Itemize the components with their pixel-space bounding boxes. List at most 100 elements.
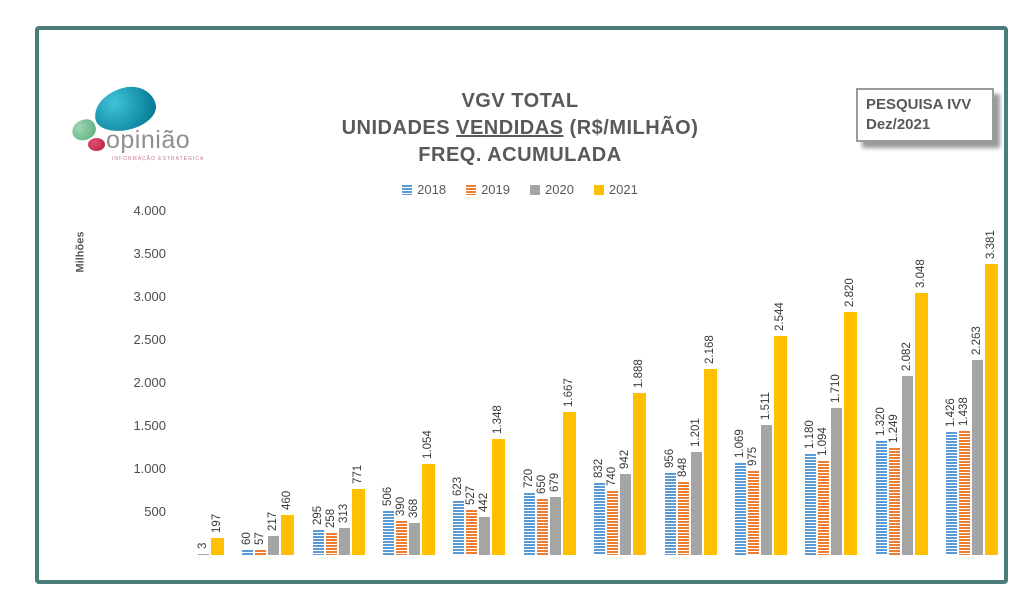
logo-wordmark: opinião: [106, 126, 191, 154]
bar-2019: [255, 550, 267, 555]
bar-slot-2020: 3: [197, 211, 209, 555]
bar-2018: [242, 550, 254, 555]
bar-slot-2020: 2.263: [970, 211, 983, 555]
legend-swatch-2020-icon: [530, 184, 540, 195]
bar-slot-2021: 1.667: [562, 211, 576, 555]
bar-slot-2019: 1.249: [887, 211, 900, 555]
bar-2020: [901, 376, 913, 555]
bar-slot-2019: 390: [395, 211, 408, 555]
bar-group: 295 258 313 771: [312, 211, 365, 555]
bar-2020: [409, 523, 421, 555]
bar-value-label: 975: [746, 446, 759, 466]
bar-value-label: 720: [522, 468, 535, 488]
bar-slot-2021: 3.381: [984, 211, 998, 555]
bar-slot-2018: 506: [382, 211, 395, 555]
bar-value-label: 1.438: [957, 397, 970, 426]
y-tick-label: 1.000: [133, 461, 166, 476]
bar-slot-2018: 956: [663, 211, 676, 555]
bar-slot-2021: 1.054: [422, 211, 436, 555]
bar-slot-2018: 623: [452, 211, 465, 555]
bar-value-label: 1.888: [633, 359, 646, 388]
bar-2019: [607, 491, 619, 555]
bar-value-label: 1.710: [830, 374, 843, 403]
bar-value-label: 3.048: [914, 259, 927, 288]
legend-label-2019: 2019: [481, 182, 510, 197]
bar-value-label: 3: [197, 542, 209, 549]
bar-slot-2021: 2.544: [773, 211, 787, 555]
bar-2021: [633, 393, 647, 555]
bar-slot-2021: 771: [351, 211, 365, 555]
chart-title-line2: UNIDADES VENDIDAS (R$/MILHÃO): [341, 117, 699, 139]
bar-slot-2019: 975: [746, 211, 759, 555]
bar-value-label: 2.168: [703, 335, 716, 364]
bar-2019: [888, 448, 900, 555]
bar-2018: [523, 493, 535, 555]
bar-slot-2021: 2.820: [844, 211, 858, 555]
bar-value-label: 1.094: [817, 427, 830, 456]
bar-2021: [914, 293, 928, 555]
y-tick-label: 3.000: [133, 289, 166, 304]
bar-2018: [875, 441, 887, 555]
bar-slot-2020: 313: [338, 211, 350, 555]
bar-group: 1.180 1.094 1.710 2.820: [804, 211, 858, 555]
bar-slot-2019: [185, 211, 196, 555]
bar-slot-2019: 650: [536, 211, 548, 555]
bar-2021: [422, 464, 436, 555]
bar-value-label: 442: [478, 492, 491, 512]
bar-slot-2021: 460: [281, 211, 295, 555]
bar-value-label: 1.320: [874, 407, 887, 436]
bar-plot-area: 3 197 60 57 217 460 295 258 313 771 506 390 368 1.054…: [172, 211, 998, 555]
bar-group: 1.426 1.438 2.263 3.381: [945, 211, 998, 555]
bar-slot-2020: 942: [619, 211, 632, 555]
bar-2020: [198, 554, 209, 555]
legend-item-2018: 2018: [402, 182, 446, 197]
bar-slot-2019: 1.438: [957, 211, 970, 555]
bar-value-label: 1.069: [733, 429, 746, 458]
bar-slot-2018: 832: [593, 211, 606, 555]
chart-title-underlined-word: VENDIDAS: [456, 117, 564, 139]
chart-title: VGV TOTAL UNIDADES VENDIDAS (R$/MILHÃO) …: [240, 88, 800, 169]
bar-group: 832 740 942 1.888: [593, 211, 647, 555]
bar-value-label: 1.249: [887, 414, 900, 443]
bar-slot-2020: 217: [267, 211, 280, 555]
bar-group: 1.320 1.249 2.082 3.048: [874, 211, 928, 555]
legend-item-2019: 2019: [466, 182, 510, 197]
bar-2021: [773, 336, 787, 555]
bar-2019: [747, 471, 759, 555]
y-tick-label: 500: [144, 504, 166, 519]
bar-value-label: 740: [606, 466, 619, 486]
bar-2019: [396, 521, 408, 555]
bar-slot-2018: 1.069: [733, 211, 746, 555]
bar-slot-2020: 368: [408, 211, 421, 555]
bar-value-label: 1.348: [492, 405, 505, 434]
bar-value-label: 3.381: [984, 230, 997, 259]
bar-slot-2021: 1.348: [492, 211, 506, 555]
bar-slot-2021: 3.048: [914, 211, 928, 555]
bar-slot-2019: 57: [254, 211, 267, 555]
bar-slot-2019: 848: [677, 211, 689, 555]
legend-swatch-2018-icon: [402, 184, 413, 195]
bar-value-label: 527: [465, 485, 478, 505]
bar-2020: [268, 536, 280, 555]
logo-red-blob-icon: [88, 138, 105, 151]
bar-value-label: 2.082: [900, 342, 913, 371]
chart-legend: 2018 2019 2020 2021: [240, 182, 800, 197]
bar-slot-2019: 258: [325, 211, 337, 555]
bar-slot-2020: 2.082: [900, 211, 913, 555]
bar-2018: [734, 463, 746, 555]
y-tick-label: 1.500: [133, 418, 166, 433]
bar-2020: [479, 517, 491, 555]
y-tick-label: 2.000: [133, 375, 166, 390]
bar-slot-2020: 1.511: [759, 211, 772, 555]
bar-value-label: 1.180: [804, 420, 817, 449]
bar-value-label: 679: [548, 472, 561, 492]
bar-slot-2018: 720: [522, 211, 535, 555]
bar-value-label: 460: [281, 490, 294, 510]
bar-value-label: 197: [211, 513, 223, 533]
bar-value-label: 956: [663, 448, 676, 468]
bar-value-label: 1.511: [759, 392, 772, 420]
bar-slot-2018: 295: [312, 211, 324, 555]
bar-slot-2020: 679: [548, 211, 561, 555]
bar-value-label: 2.263: [970, 326, 983, 355]
